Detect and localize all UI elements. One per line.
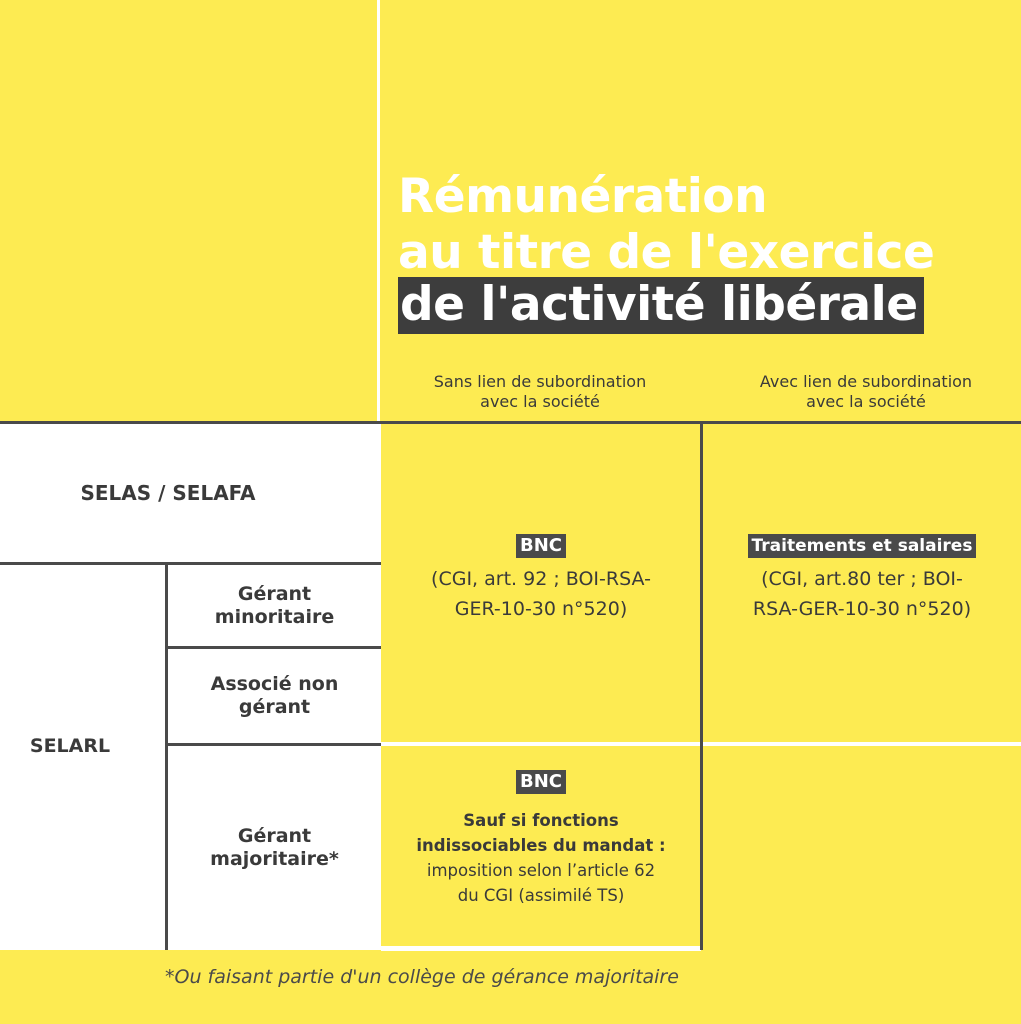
title-highlight: de l'activité libérale <box>398 277 924 334</box>
minoritaire-bottom-border <box>166 646 381 649</box>
footnote: *Ou faisant partie d'un collège de géran… <box>165 966 679 988</box>
table-top-border <box>0 421 1021 424</box>
associe-non-gerant-line2: gérant <box>238 696 311 718</box>
row-label-selarl: SELARL <box>29 735 111 757</box>
cell-bnc-majoritaire: BNC Sauf si fonctions indissociables du … <box>381 770 701 908</box>
column-header-with-line2: avec la société <box>806 392 926 411</box>
bnc-majoritaire-bold-line2: indissociables du mandat : <box>416 836 666 855</box>
ts-ref: (CGI, art.80 ter ; BOI- RSA-GER-10-30 n°… <box>703 564 1021 624</box>
bnc-ref: (CGI, art. 92 ; BOI-RSA- GER-10-30 n°520… <box>381 564 701 624</box>
cell-bnc-main: BNC (CGI, art. 92 ; BOI-RSA- GER-10-30 n… <box>381 534 701 624</box>
bnc-majoritaire-normal-line1: imposition selon l’article 62 <box>426 861 656 880</box>
column-header-without-line2: avec la société <box>480 392 600 411</box>
bottom-left-strip <box>0 950 318 958</box>
column-header-with-line1: Avec lien de subordination <box>759 372 973 391</box>
top-vertical-white-line <box>377 0 380 423</box>
bnc-badge: BNC <box>516 534 566 558</box>
row-label-gerant-majoritaire: Gérant majoritaire* <box>168 746 381 950</box>
title-line-2: au titre de l'exercice <box>398 225 935 280</box>
gerant-minoritaire-line2: minoritaire <box>214 605 335 628</box>
bnc-majoritaire-bold: Sauf si fonctions indissociables du mand… <box>381 808 701 858</box>
associe-bottom-border <box>166 743 381 746</box>
column-header-without-subordination: Sans lien de subordination avec la socié… <box>390 372 690 412</box>
row-label-gerant-minoritaire: Gérant minoritaire <box>168 565 381 646</box>
column-header-with-subordination: Avec lien de subordination avec la socié… <box>716 372 1016 412</box>
column-divider <box>700 421 703 950</box>
selas-bottom-border <box>0 562 381 565</box>
row-label-associe-non-gerant: Associé non gérant <box>168 649 381 743</box>
left-table-area <box>0 423 381 950</box>
bnc-majoritaire-bold-line1: Sauf si fonctions <box>463 811 619 830</box>
bnc-ref-line1: (CGI, art. 92 ; BOI-RSA- <box>431 568 651 590</box>
ts-ref-line1: (CGI, art.80 ter ; BOI- <box>761 568 963 590</box>
divider-white-mid <box>381 742 701 746</box>
ts-badge: Traitements et salaires <box>747 534 977 558</box>
selarl-sub-divider <box>165 562 168 950</box>
title-line-3: de l'activité libérale <box>398 277 924 334</box>
bnc-majoritaire-badge: BNC <box>516 770 566 794</box>
cell-ts-main: Traitements et salaires (CGI, art.80 ter… <box>703 534 1021 624</box>
bnc-majoritaire-normal-line2: du CGI (assimilé TS) <box>457 886 625 905</box>
divider-white-right <box>701 742 1021 746</box>
bnc-ref-line2: GER-10-30 n°520) <box>454 598 628 620</box>
row-label-selas: SELAS / SELAFA <box>80 481 256 505</box>
gerant-majoritaire-line2: majoritaire* <box>210 848 339 870</box>
bottom-white-edge <box>381 946 701 951</box>
gerant-majoritaire-line1: Gérant <box>237 825 312 847</box>
column-header-without-line1: Sans lien de subordination <box>433 372 647 391</box>
associe-non-gerant-line1: Associé non <box>210 673 339 695</box>
bnc-majoritaire-normal: imposition selon l’article 62 du CGI (as… <box>381 858 701 908</box>
ts-ref-line2: RSA-GER-10-30 n°520) <box>752 598 972 620</box>
gerant-minoritaire-line1: Gérant <box>237 582 312 605</box>
title-line-1: Rémunération <box>398 169 768 224</box>
